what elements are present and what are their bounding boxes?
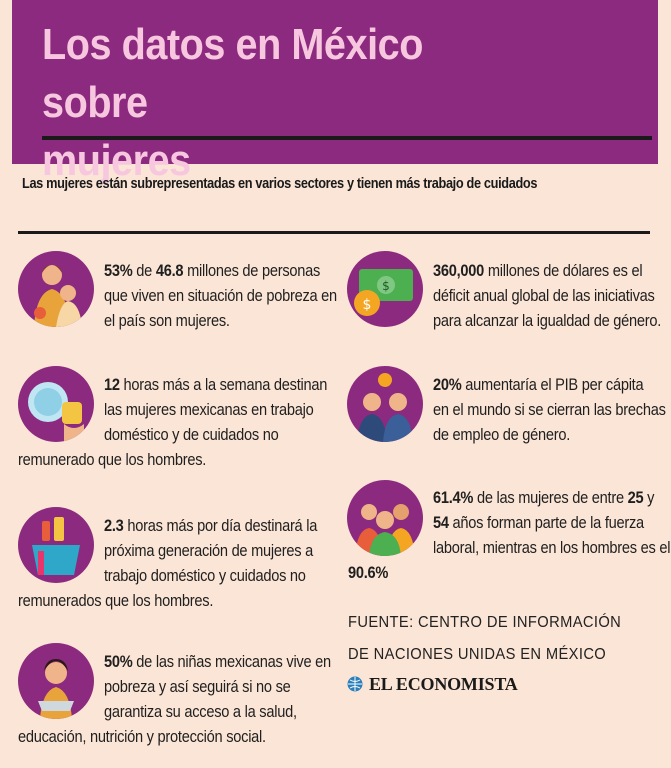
section-divider [18,231,650,234]
cleaning-bucket-icon [18,507,94,583]
header-banner: Los datos en México sobre mujeres [12,0,658,185]
title-underline [42,136,652,140]
page-title: Los datos en México sobre mujeres [42,20,423,185]
subtitle: Las mujeres están subrepresentadas en va… [22,176,538,192]
cleaning-sponge-icon [18,366,94,442]
fact-labor-force-cont: 90.6% [348,563,389,582]
fact-domestic-hours-cont: remunerado que los hombres. [18,450,207,469]
money-icon: $ $ [347,251,423,327]
svg-text:$: $ [382,279,390,293]
women-group-icon [347,480,423,556]
fact-poverty: 53% de 46.8 millones de personas que viv… [104,261,337,330]
fact-gdp: 20% aumentaría el PIB per cápita en el m… [433,375,666,444]
fact-next-generation-cont: remunerados que los hombres. [18,591,214,610]
fact-girls-poverty-cont: educación, nutrición y protección social… [18,727,266,746]
svg-text:$: $ [363,297,372,313]
mother-child-icon [18,251,94,327]
brand-name: EL ECONOMISTA [369,673,518,694]
fact-labor-force: 61.4% de las mujeres de entre 25 y 54 añ… [433,488,671,557]
fact-deficit: 360,000 millones de dólares es el défici… [433,261,662,330]
globe-icon [347,676,363,692]
brand-logo: EL ECONOMISTA [347,672,518,696]
fact-girls-poverty: 50% de las niñas mexicanas vive en pobre… [104,652,331,721]
fact-domestic-hours: 12 horas más a la semana destinan las mu… [104,375,328,444]
girl-cooking-icon [18,643,94,719]
business-people-icon [347,366,423,442]
fact-next-generation: 2.3 horas más por día destinará la próxi… [104,516,318,585]
source-note: FUENTE: CENTRO DE INFORMACIÓN DE NACIONE… [348,614,622,663]
